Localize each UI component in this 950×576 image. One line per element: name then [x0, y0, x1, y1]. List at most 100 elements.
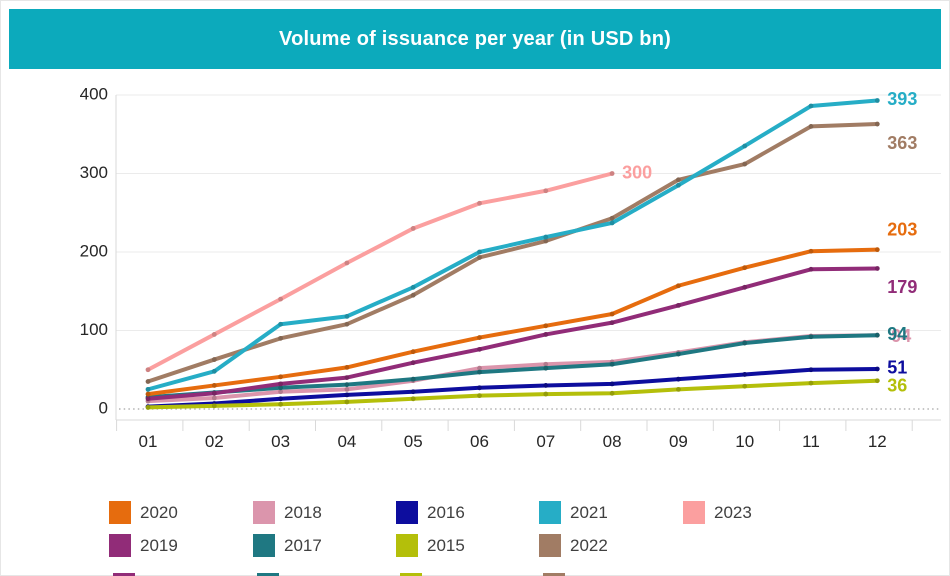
end-label-2015: 36	[887, 375, 907, 395]
markers-2023	[145, 171, 615, 373]
data-point-2023	[609, 171, 615, 176]
data-point-2022	[278, 335, 283, 341]
data-point-2023	[145, 367, 151, 373]
data-point-2022	[676, 177, 681, 183]
data-point-2019	[609, 320, 615, 326]
x-tick-label-10: 10	[735, 432, 754, 451]
line-2022	[146, 122, 880, 384]
data-point-2023	[344, 260, 350, 266]
legend-sliver-2019	[113, 573, 135, 576]
markers-2021	[145, 98, 880, 392]
data-point-2015	[676, 386, 681, 392]
data-point-2020	[278, 374, 283, 380]
data-point-2020	[145, 391, 151, 397]
data-point-2022	[742, 161, 748, 167]
data-point-2016	[742, 372, 748, 377]
legend-label-2016: 2016	[427, 502, 465, 522]
end-label-2018: 94	[891, 326, 911, 346]
data-point-2019	[477, 346, 482, 352]
legend-item-2023[interactable]: 2023	[683, 501, 752, 524]
data-point-2019	[145, 396, 151, 402]
legend-item-2021[interactable]: 2021	[539, 501, 608, 524]
data-point-2018	[211, 395, 217, 401]
data-point-2020	[211, 383, 217, 388]
legend-sliver-2017	[257, 573, 279, 576]
data-point-2017	[477, 369, 482, 375]
data-point-2020	[609, 311, 615, 317]
line-2021	[146, 98, 880, 392]
data-point-2023	[477, 200, 482, 206]
data-point-2015	[808, 380, 814, 386]
legend-swatch-2015	[396, 534, 418, 557]
legend-swatch-2016	[396, 501, 418, 524]
data-point-2016	[543, 383, 549, 388]
data-point-2020	[676, 283, 681, 289]
data-point-2017	[543, 365, 549, 371]
legend-item-2016[interactable]: 2016	[396, 501, 465, 524]
data-point-2017	[742, 340, 748, 346]
data-point-2020	[477, 335, 482, 340]
legend-swatch-2020	[109, 501, 131, 524]
x-tick-label-11: 11	[802, 432, 820, 451]
data-point-2021	[543, 234, 549, 240]
chart-title: Volume of issuance per year (in USD bn)	[279, 27, 671, 50]
y-tick-label-200: 200	[80, 241, 108, 260]
legend-swatch-2023	[683, 501, 705, 524]
data-point-2017	[278, 385, 283, 391]
legend-item-2020[interactable]: 2020	[109, 501, 178, 524]
data-point-2017	[609, 361, 615, 367]
data-point-2021	[410, 284, 416, 290]
markers-2019	[145, 266, 880, 402]
data-point-2019	[742, 284, 748, 290]
legend-item-2015[interactable]: 2015	[396, 534, 465, 557]
data-point-2023	[211, 332, 217, 337]
line-2017	[146, 333, 880, 400]
legend-label-2019: 2019	[140, 535, 178, 555]
markers-2022	[145, 121, 880, 384]
data-point-2022	[344, 321, 350, 327]
data-point-2018	[543, 361, 549, 367]
data-point-2016	[410, 389, 416, 395]
data-point-2015	[211, 403, 217, 409]
data-point-2022	[477, 255, 482, 260]
legend-item-2017[interactable]: 2017	[253, 534, 322, 557]
data-point-2015	[278, 401, 283, 407]
data-point-2015	[344, 399, 350, 405]
data-point-2021	[145, 386, 151, 392]
data-point-2022	[211, 357, 217, 362]
data-point-2022	[874, 121, 880, 127]
data-point-2015	[410, 396, 416, 402]
data-point-2017	[676, 351, 681, 357]
data-point-2017	[808, 334, 814, 340]
data-point-2017	[344, 382, 350, 388]
data-point-2021	[477, 249, 482, 255]
data-point-2021	[742, 143, 748, 149]
data-point-2020	[874, 247, 880, 253]
data-point-2016	[676, 376, 681, 382]
data-point-2015	[543, 391, 549, 397]
x-tick-label-08: 08	[603, 432, 622, 451]
data-point-2018	[344, 386, 350, 392]
x-tick-label-09: 09	[669, 432, 688, 451]
legend-sliver-2022	[543, 573, 565, 576]
data-point-2023	[278, 296, 283, 302]
legend-swatch-2017	[253, 534, 275, 557]
legend-item-2019[interactable]: 2019	[109, 534, 178, 557]
x-tick-label-04: 04	[337, 432, 356, 451]
data-point-2019	[410, 360, 416, 366]
title-banner: Volume of issuance per year (in USD bn)	[9, 9, 941, 69]
data-point-2019	[211, 390, 217, 396]
legend-item-2018[interactable]: 2018	[253, 501, 322, 524]
line-2020	[146, 247, 880, 397]
end-label-2019: 179	[887, 277, 917, 297]
y-tick-label-100: 100	[80, 320, 108, 339]
x-tick-label-07: 07	[536, 432, 555, 451]
line-2023	[146, 171, 615, 372]
x-tick-label-02: 02	[205, 432, 224, 451]
legend-item-2022[interactable]: 2022	[539, 534, 608, 557]
x-tick-label-05: 05	[404, 432, 423, 451]
data-point-2021	[874, 98, 880, 103]
data-point-2015	[742, 383, 748, 389]
data-point-2022	[808, 124, 814, 129]
data-point-2015	[477, 393, 482, 399]
